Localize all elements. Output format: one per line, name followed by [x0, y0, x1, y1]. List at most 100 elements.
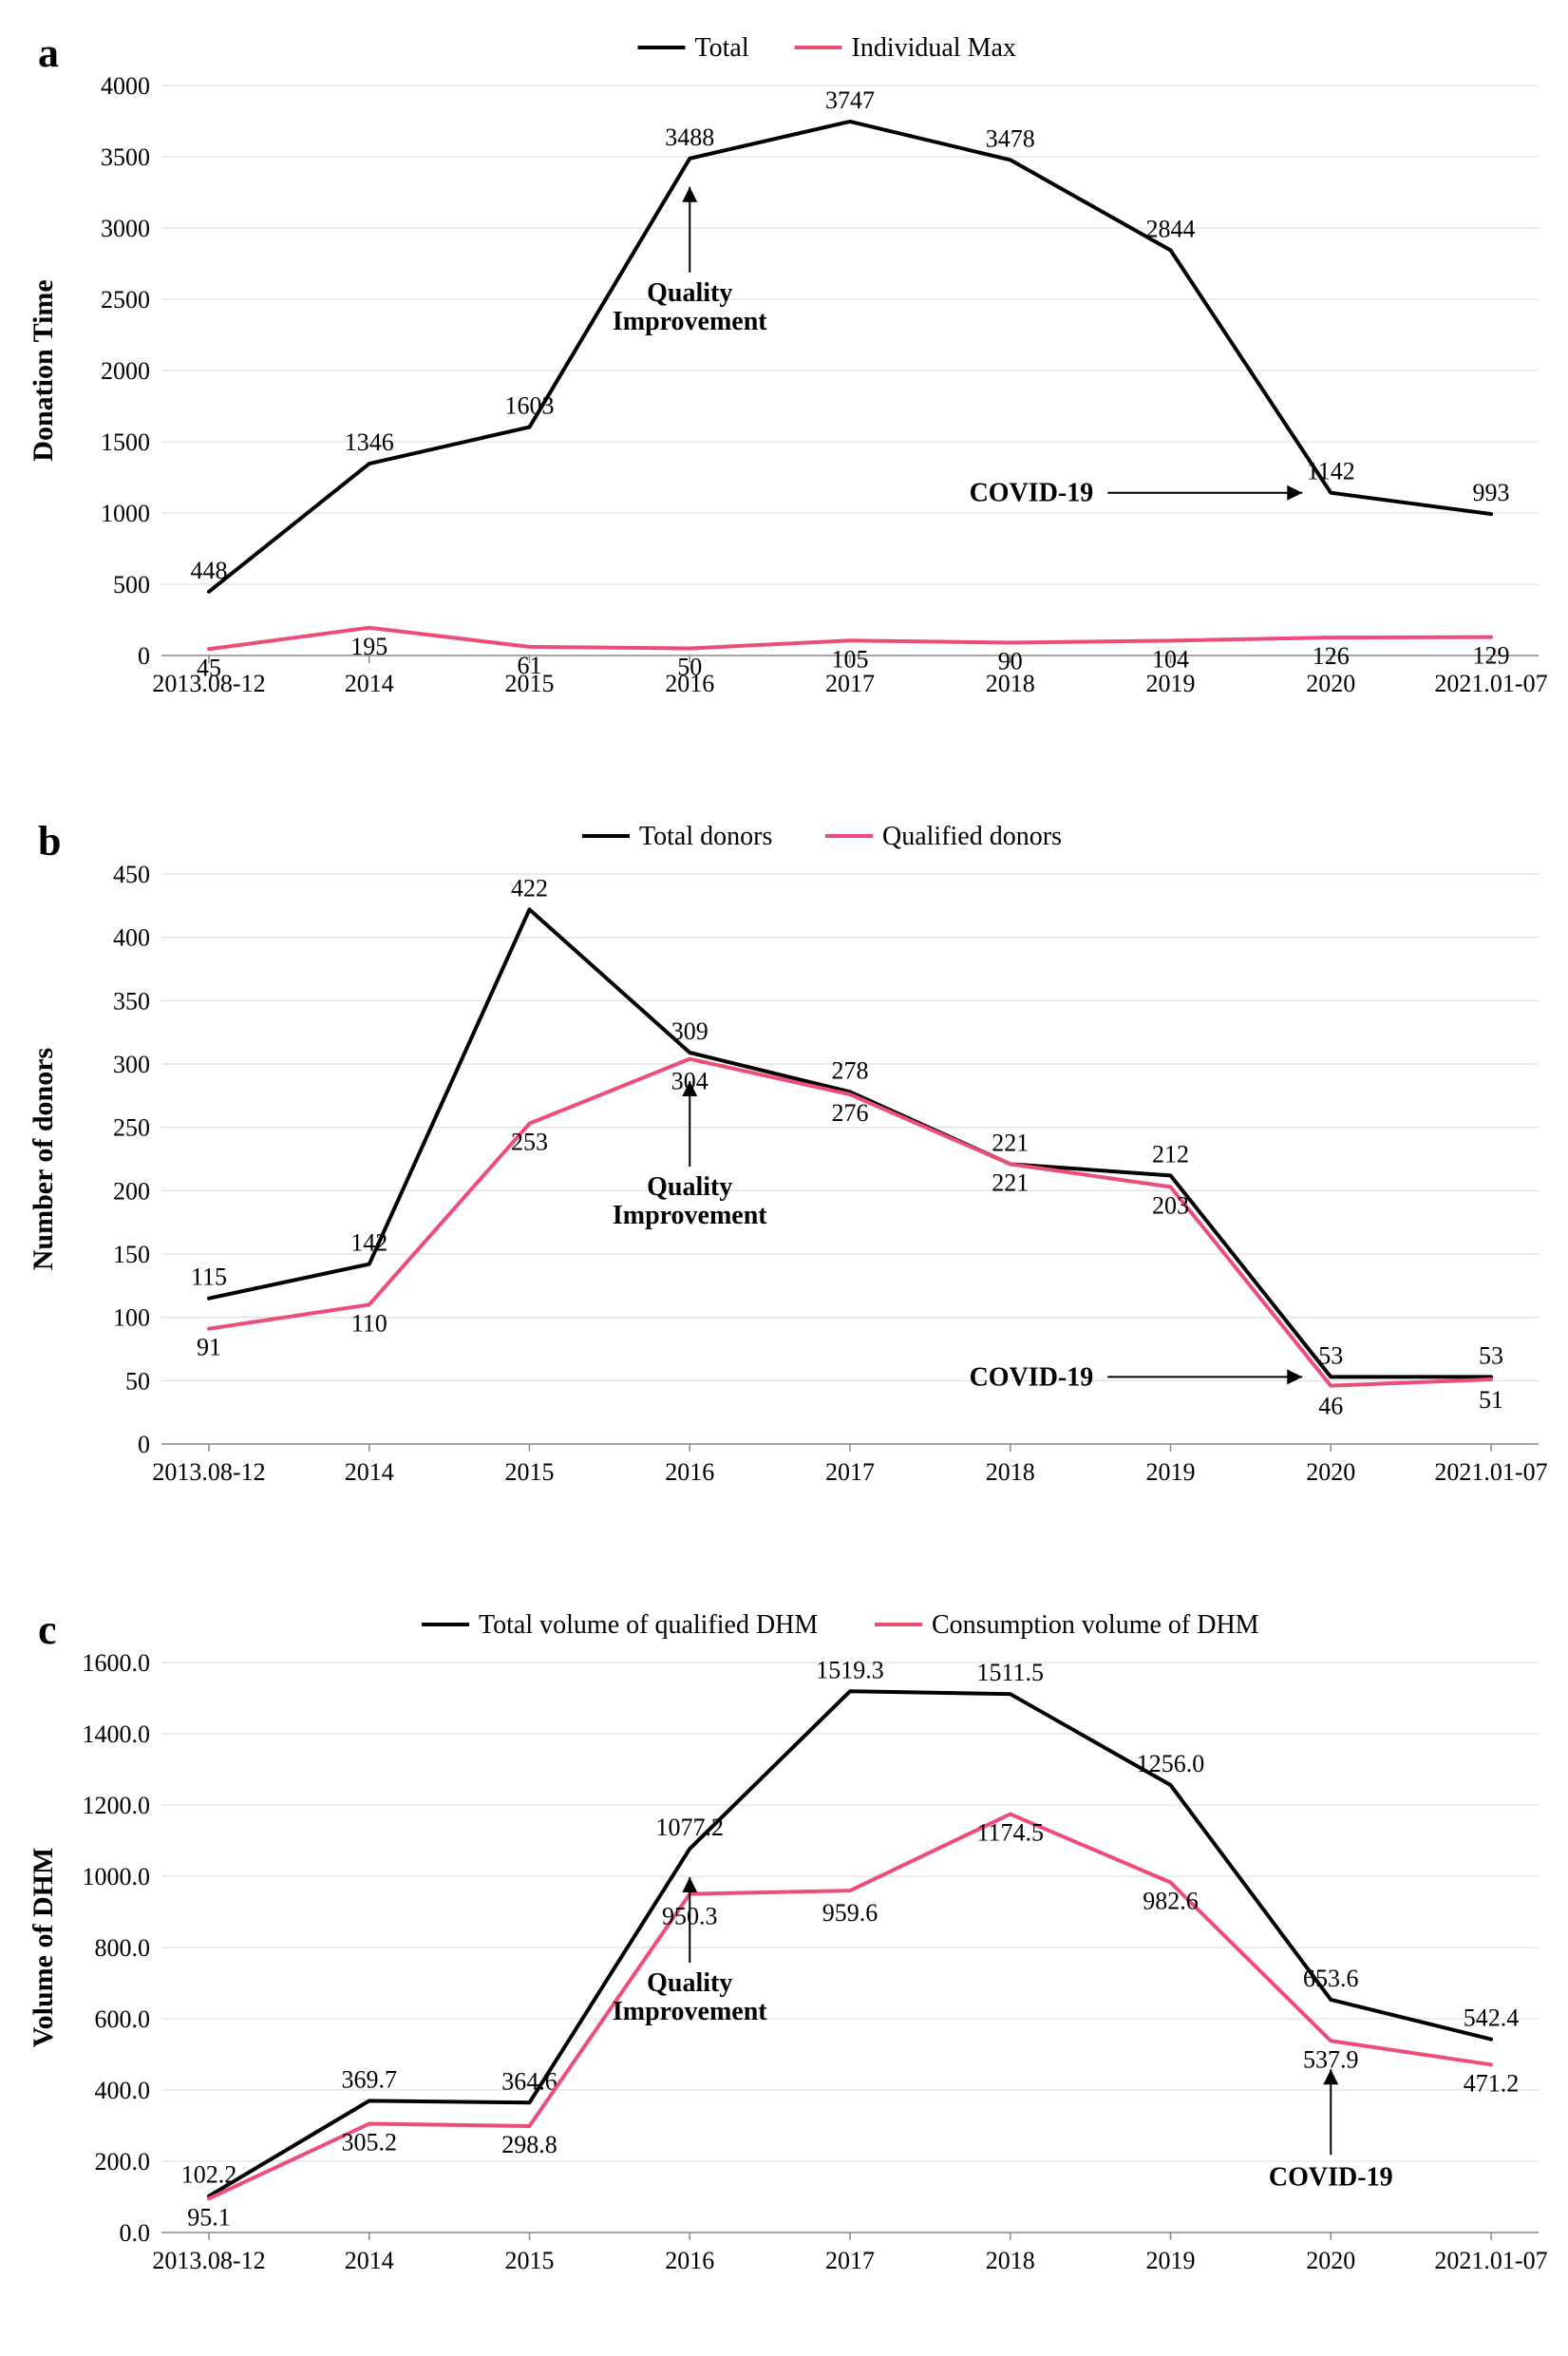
y-tick-label: 800.0	[95, 1934, 151, 1962]
y-tick-label: 2000	[101, 357, 150, 385]
data-label: 2844	[1146, 215, 1196, 242]
annotation-arrowhead	[1287, 1369, 1302, 1384]
y-tick-label: 1600.0	[83, 1649, 151, 1677]
data-label: 221	[992, 1129, 1029, 1156]
y-tick-label: 1500	[101, 428, 150, 456]
x-tick-label: 2015	[505, 2247, 555, 2274]
annotation-arrowhead	[682, 187, 697, 202]
data-label: 142	[350, 1229, 387, 1257]
data-label: 90	[998, 648, 1023, 675]
y-tick-label: 450	[113, 861, 150, 888]
data-label: 95.1	[187, 2203, 231, 2231]
x-tick-label: 2013.08-12	[152, 1458, 265, 1486]
y-tick-label: 200	[113, 1177, 150, 1205]
series-line	[209, 122, 1491, 592]
y-tick-label: 100	[113, 1304, 150, 1332]
data-label: 203	[1152, 1191, 1189, 1219]
annotation-quality-improvement: Quality	[647, 278, 732, 308]
data-label: 195	[350, 633, 387, 660]
data-label: 105	[832, 645, 869, 673]
data-label: 364.6	[501, 2067, 557, 2095]
y-tick-label: 0.0	[120, 2219, 151, 2247]
annotation-arrowhead	[682, 1877, 697, 1892]
panel-label: b	[38, 818, 61, 864]
data-label: 1256.0	[1137, 1750, 1205, 1777]
data-label: 993	[1473, 479, 1510, 506]
data-label: 422	[511, 874, 548, 902]
y-tick-label: 1000.0	[83, 1863, 151, 1890]
data-label: 51	[1479, 1386, 1503, 1414]
legend-label: Qualified donors	[882, 822, 1062, 851]
data-label: 45	[197, 654, 221, 681]
legend-label: Total donors	[639, 822, 772, 851]
data-label: 221	[992, 1168, 1029, 1196]
y-tick-label: 400	[113, 924, 150, 952]
y-tick-label: 1000	[101, 500, 150, 527]
x-tick-label: 2020	[1306, 670, 1355, 697]
x-tick-label: 2017	[825, 1458, 875, 1486]
data-label: 1346	[345, 428, 394, 456]
data-label: 126	[1313, 642, 1350, 670]
data-label: 53	[1479, 1341, 1503, 1369]
data-label: 309	[671, 1017, 708, 1045]
data-label: 50	[677, 654, 702, 681]
data-label: 278	[832, 1056, 869, 1084]
annotation-covid: COVID-19	[970, 1362, 1094, 1392]
legend-label: Individual Max	[852, 33, 1016, 63]
x-tick-label: 2020	[1306, 2247, 1355, 2274]
x-tick-label: 2019	[1146, 2247, 1196, 2274]
legend: Total Individual Max	[638, 33, 1016, 63]
data-label: 982.6	[1143, 1888, 1199, 1915]
x-tick-label: 2021.01-07	[1434, 2247, 1547, 2274]
y-axis-title: Volume of DHM	[28, 1848, 59, 2048]
x-tick-label: 2020	[1306, 1458, 1355, 1486]
panel-a: 050010001500200025003000350040002013.08-…	[28, 29, 1548, 697]
annotation-arrowhead	[1287, 485, 1302, 501]
x-tick-label: 2014	[345, 1458, 394, 1486]
x-tick-label: 2019	[1146, 670, 1196, 697]
y-tick-label: 500	[113, 571, 150, 598]
figure-multipanel-line-charts: 050010001500200025003000350040002013.08-…	[0, 0, 1568, 2356]
x-tick-label: 2016	[665, 2247, 714, 2274]
legend: Total donors Qualified donors	[582, 822, 1062, 851]
data-label: 1511.5	[976, 1659, 1044, 1686]
data-label: 129	[1473, 642, 1510, 670]
y-tick-label: 3000	[101, 215, 150, 242]
svg-canvas: 050010001500200025003000350040002013.08-…	[0, 0, 1568, 2356]
y-tick-label: 50	[125, 1367, 150, 1395]
data-label: 91	[197, 1334, 221, 1361]
data-label: 471.2	[1464, 2069, 1520, 2097]
y-tick-label: 200.0	[95, 2148, 151, 2176]
data-label: 276	[832, 1099, 869, 1127]
data-label: 46	[1318, 1393, 1343, 1420]
y-tick-label: 350	[113, 987, 150, 1015]
legend-label: Total	[695, 33, 749, 63]
x-tick-label: 2014	[345, 2247, 394, 2274]
data-label: 3478	[986, 124, 1035, 152]
annotation-quality-improvement: Improvement	[613, 1201, 767, 1230]
series-line	[209, 1691, 1491, 2195]
data-label: 369.7	[342, 2065, 398, 2093]
data-label: 253	[511, 1129, 548, 1156]
x-tick-label: 2016	[665, 1458, 714, 1486]
x-tick-label: 2021.01-07	[1434, 1458, 1547, 1486]
y-tick-label: 1400.0	[83, 1720, 151, 1748]
y-tick-label: 250	[113, 1114, 150, 1142]
x-tick-label: 2014	[345, 670, 394, 697]
y-tick-label: 150	[113, 1241, 150, 1268]
y-tick-label: 600.0	[95, 2005, 151, 2033]
y-axis-title: Donation Time	[28, 279, 59, 461]
data-label: 1174.5	[976, 1819, 1044, 1847]
data-label: 298.8	[501, 2131, 557, 2158]
y-tick-label: 1200.0	[83, 1792, 151, 1819]
y-tick-label: 4000	[101, 72, 150, 100]
data-label: 448	[191, 557, 228, 584]
data-label: 110	[351, 1309, 387, 1337]
data-label: 305.2	[342, 2129, 398, 2156]
x-tick-label: 2021.01-07	[1434, 670, 1547, 697]
data-label: 3747	[825, 86, 875, 114]
panel-label: a	[38, 29, 59, 76]
legend-label: Total volume of qualified DHM	[479, 1610, 818, 1640]
data-label: 959.6	[822, 1899, 878, 1927]
x-tick-label: 2019	[1146, 1458, 1196, 1486]
